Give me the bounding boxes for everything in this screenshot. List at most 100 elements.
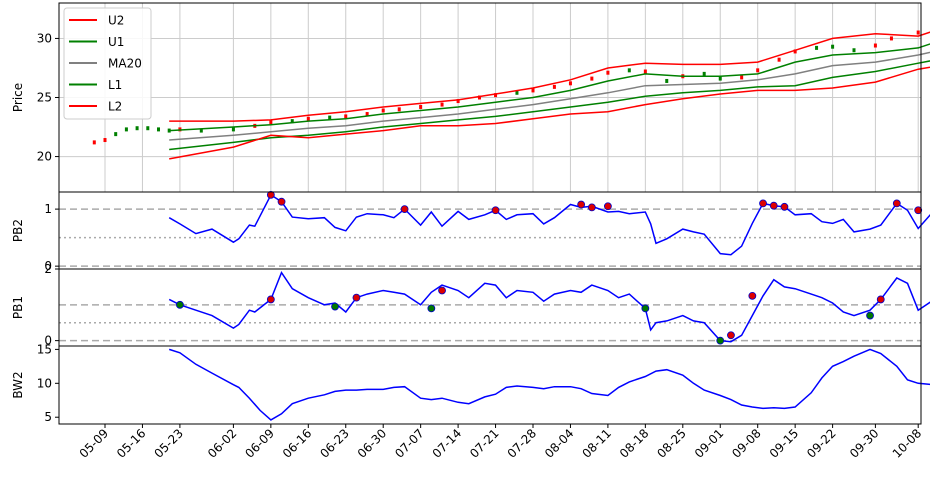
- x-tick-label: 06-23: [317, 426, 352, 461]
- y-tick-label: 20: [37, 150, 52, 164]
- candle: [231, 127, 235, 132]
- green-marker: [427, 304, 436, 313]
- series-bw2: [168, 348, 930, 421]
- legend-label: U1: [108, 35, 124, 49]
- candle: [552, 84, 556, 89]
- candle: [306, 116, 310, 121]
- candle: [456, 99, 460, 104]
- x-tick-label: 09-01: [692, 426, 727, 461]
- red-marker: [727, 331, 735, 340]
- candle: [627, 68, 631, 73]
- legend: U2 U1 MA20 L1 L2: [63, 7, 152, 120]
- x-tick-label: 08-18: [617, 426, 652, 461]
- candle: [606, 70, 610, 75]
- y-axis-label: PB2: [11, 219, 25, 242]
- y-tick-label: 0: [44, 334, 52, 348]
- x-tick-label: 05-09: [77, 426, 112, 461]
- candle: [831, 44, 835, 49]
- red-marker: [780, 202, 789, 211]
- series-pb1: [168, 270, 930, 343]
- bw2-panel: 5 10 15 BW2: [11, 342, 930, 425]
- candle: [665, 78, 669, 83]
- x-tick-label: 10-08: [890, 426, 925, 461]
- green-marker: [716, 336, 725, 345]
- candle: [531, 88, 535, 93]
- candle: [114, 132, 118, 137]
- x-tick-label: 08-04: [542, 426, 577, 461]
- y-tick-label: 10: [37, 376, 52, 390]
- candle: [269, 120, 273, 125]
- red-marker: [491, 206, 500, 215]
- candle: [344, 114, 348, 119]
- candle: [777, 57, 781, 62]
- candle: [889, 36, 893, 41]
- y-tick-label: 30: [37, 31, 52, 45]
- y-tick-label: 5: [44, 410, 52, 424]
- red-marker: [604, 202, 612, 211]
- candle: [440, 102, 444, 107]
- pb2-panel: 0 1 PB2: [11, 190, 930, 273]
- x-tick-label: 07-21: [467, 426, 502, 461]
- x-tick-label: 08-25: [654, 426, 689, 461]
- candle: [419, 104, 423, 109]
- y-axis-label: PB1: [11, 296, 25, 319]
- legend-label: L1: [108, 78, 122, 92]
- candle: [103, 138, 107, 143]
- y-tick-label: 25: [37, 91, 52, 105]
- red-marker: [892, 199, 901, 208]
- candle: [135, 126, 139, 131]
- red-marker: [587, 203, 596, 212]
- candle: [873, 43, 877, 48]
- x-tick-label: 07-28: [505, 426, 540, 461]
- series-u2: [169, 31, 930, 122]
- legend-label: L2: [108, 100, 122, 114]
- candle: [92, 140, 96, 145]
- red-marker: [876, 295, 885, 304]
- series-ma20: [169, 51, 930, 141]
- candle: [740, 75, 744, 80]
- y-axis-label: BW2: [11, 371, 25, 398]
- candle: [515, 90, 519, 95]
- legend-label: MA20: [108, 57, 142, 71]
- green-marker: [866, 311, 874, 320]
- candle: [643, 69, 647, 74]
- candle: [365, 112, 369, 117]
- candle: [397, 107, 401, 112]
- candle: [718, 76, 722, 81]
- red-marker: [400, 205, 409, 214]
- red-marker: [914, 206, 923, 215]
- x-tick-label: 06-09: [242, 426, 277, 461]
- candle: [381, 108, 385, 113]
- series-l2: [169, 66, 930, 160]
- red-marker: [438, 286, 446, 295]
- candle: [702, 71, 706, 76]
- x-tick-label: 06-02: [205, 426, 240, 461]
- y-tick-label: 0: [44, 259, 52, 273]
- x-tick-label: 09-08: [729, 426, 764, 461]
- legend-box: [63, 7, 152, 120]
- red-marker: [759, 199, 767, 208]
- red-marker: [266, 190, 275, 199]
- candle: [590, 76, 594, 81]
- legend-label: U2: [108, 14, 124, 28]
- candle: [815, 45, 819, 50]
- y-tick-label: 15: [37, 342, 52, 356]
- candle: [916, 30, 920, 35]
- x-tick-label: 05-23: [151, 426, 186, 461]
- x-tick-label: 06-16: [280, 426, 315, 461]
- green-marker: [641, 304, 650, 313]
- series-u1: [169, 43, 930, 132]
- green-marker: [175, 300, 184, 309]
- y-tick-label: 1: [44, 202, 52, 216]
- x-tick-label: 09-30: [847, 426, 882, 461]
- candle: [494, 93, 498, 98]
- x-tick-label: 09-15: [767, 426, 802, 461]
- candle: [157, 127, 160, 132]
- green-marker: [331, 302, 339, 311]
- x-tick-label: 07-07: [392, 426, 427, 461]
- candle: [328, 115, 332, 120]
- x-tick-label: 06-30: [355, 426, 390, 461]
- candle: [290, 119, 294, 124]
